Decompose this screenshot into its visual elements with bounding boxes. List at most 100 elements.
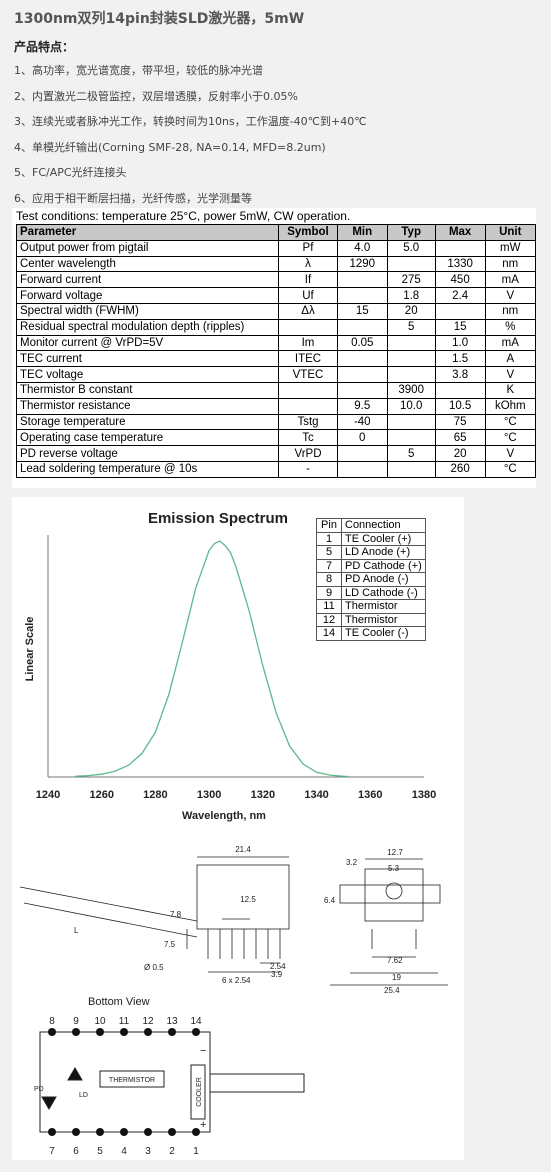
spec-cell: Pf xyxy=(278,239,338,257)
spec-cell: °C xyxy=(484,413,537,431)
spec-cell: VTEC xyxy=(278,366,338,383)
pin-dot xyxy=(96,1128,104,1136)
pin-connection: TE Cooler (+) xyxy=(341,531,426,546)
pin-number-label: 1 xyxy=(193,1146,199,1157)
pin-number-label: 2 xyxy=(169,1146,175,1157)
spec-row: Forward voltage Uf 1.8 2.4 V xyxy=(15,287,537,304)
spec-cell xyxy=(336,381,388,399)
spec-header-row: Parameter Symbol Min Typ Max Unit xyxy=(15,224,537,241)
spec-cell: - xyxy=(278,460,338,478)
test-conditions: Test conditions: temperature 25°C, power… xyxy=(16,209,351,223)
spec-cell: 10.0 xyxy=(386,397,436,415)
spec-row: Output power from pigtail Pf 4.0 5.0 mW xyxy=(15,239,537,257)
spec-cell: 5.0 xyxy=(386,239,436,257)
spec-row: Thermistor resistance 9.5 10.0 10.5 kOhm xyxy=(15,397,537,415)
chart-y-label: Linear Scale xyxy=(24,617,36,682)
pin-row: 7 PD Cathode (+) xyxy=(316,558,426,573)
chart-x-label: Wavelength, nm xyxy=(182,810,266,822)
chart-x-ticks: 1240 1260 1280 1300 1320 1340 1360 1380 xyxy=(36,789,436,801)
spec-cell: 9.5 xyxy=(336,397,388,415)
dim-label: 25.4 xyxy=(384,986,400,995)
pin-header-connection: Connection xyxy=(341,518,426,533)
spec-cell: Thermistor B constant xyxy=(15,381,280,399)
package-end-body xyxy=(364,868,424,922)
spec-table-body: Output power from pigtail Pf 4.0 5.0 mW Cente… xyxy=(15,239,537,478)
spec-row: Thermistor B constant 3900 K xyxy=(15,381,537,399)
pin-number: 14 xyxy=(316,626,342,641)
ld-diode-icon xyxy=(67,1067,83,1081)
spec-cell xyxy=(336,460,388,478)
package-end-view xyxy=(330,858,448,986)
fiber-length-label: L xyxy=(74,926,79,935)
x-tick-label: 1300 xyxy=(197,789,221,801)
fiber-line xyxy=(19,886,198,922)
pin-number-label: 4 xyxy=(121,1146,127,1157)
spec-row: TEC voltage VTEC 3.8 V xyxy=(15,366,537,383)
ld-label: LD xyxy=(79,1092,88,1099)
pin-dot xyxy=(72,1128,80,1136)
fiber-line xyxy=(23,902,198,938)
pin-number: 8 xyxy=(316,572,342,587)
x-tick-label: 1280 xyxy=(143,789,167,801)
spec-cell xyxy=(386,255,436,273)
spec-cell: % xyxy=(484,318,537,336)
header-max: Max xyxy=(434,224,486,241)
spec-cell: 260 xyxy=(434,460,486,478)
pin-header-pin: Pin xyxy=(316,518,342,533)
pin-dot xyxy=(72,1028,80,1036)
pd-label: PD xyxy=(34,1086,44,1093)
pin-dot xyxy=(96,1028,104,1036)
spec-cell xyxy=(386,413,436,431)
spectrum-series-line xyxy=(74,540,349,778)
package-flange xyxy=(339,884,441,904)
x-tick-label: 1380 xyxy=(412,789,436,801)
chart-title: Emission Spectrum xyxy=(148,510,288,527)
pin-number-label: 11 xyxy=(119,1016,130,1027)
spec-cell: -40 xyxy=(336,413,388,431)
header-symbol: Symbol xyxy=(278,224,338,241)
spec-cell: PD reverse voltage xyxy=(15,445,280,462)
spec-cell xyxy=(386,334,436,352)
spec-cell: mA xyxy=(484,334,537,352)
pin-dot xyxy=(192,1128,200,1136)
spec-cell: TEC current xyxy=(15,350,280,368)
spec-cell: 275 xyxy=(386,271,436,289)
spec-cell: °C xyxy=(484,429,537,447)
spec-cell: 15 xyxy=(336,302,388,320)
spec-cell xyxy=(336,318,388,336)
dim-label: 7.5 xyxy=(164,940,176,949)
spec-cell: Tstg xyxy=(278,413,338,431)
spec-cell: Uf xyxy=(278,287,338,304)
pin-dot xyxy=(144,1028,152,1036)
dim-label: 3.2 xyxy=(346,858,358,867)
dim-label: 2.54 xyxy=(270,962,286,971)
spec-cell xyxy=(386,460,436,478)
figure-svg: Emission Spectrum Linear Scale 1240 1260 1… xyxy=(19,510,448,1157)
cooler-minus-label: − xyxy=(200,1045,206,1057)
spec-cell xyxy=(336,445,388,462)
spec-cell: If xyxy=(278,271,338,289)
spec-cell: 1.5 xyxy=(434,350,486,368)
spec-cell: Output power from pigtail xyxy=(15,239,280,257)
spec-row: Spectral width (FWHM) Δλ 15 20 nm xyxy=(15,302,537,320)
feature-item: 1、高功率，宽光谱宽度，带平坦，较低的脉冲光谱 xyxy=(14,64,263,77)
spec-cell xyxy=(336,287,388,304)
fiber-port xyxy=(385,882,403,900)
thermistor-label: THERMISTOR xyxy=(109,1077,155,1084)
spec-cell xyxy=(434,381,486,399)
spec-cell: ITEC xyxy=(278,350,338,368)
pin-connection: PD Cathode (+) xyxy=(341,558,426,573)
features-heading: 产品特点： xyxy=(14,40,75,54)
pin-connection: TE Cooler (-) xyxy=(341,626,426,641)
dim-label: 7.8 xyxy=(170,910,182,919)
bottom-view-title: Bottom View xyxy=(88,996,150,1008)
spec-cell xyxy=(386,350,436,368)
spec-row: Storage temperature Tstg -40 75 °C xyxy=(15,413,537,431)
pin-connection: Thermistor xyxy=(341,599,426,614)
spec-cell: 1.8 xyxy=(386,287,436,304)
feature-item: 2、内置激光二极管监控，双层增透膜，反射率小于0.05% xyxy=(14,89,298,103)
pin-dot xyxy=(168,1028,176,1036)
spec-cell: Tc xyxy=(278,429,338,447)
spec-cell: 1330 xyxy=(434,255,486,273)
pin-row: 9 LD Cathode (-) xyxy=(316,585,426,600)
